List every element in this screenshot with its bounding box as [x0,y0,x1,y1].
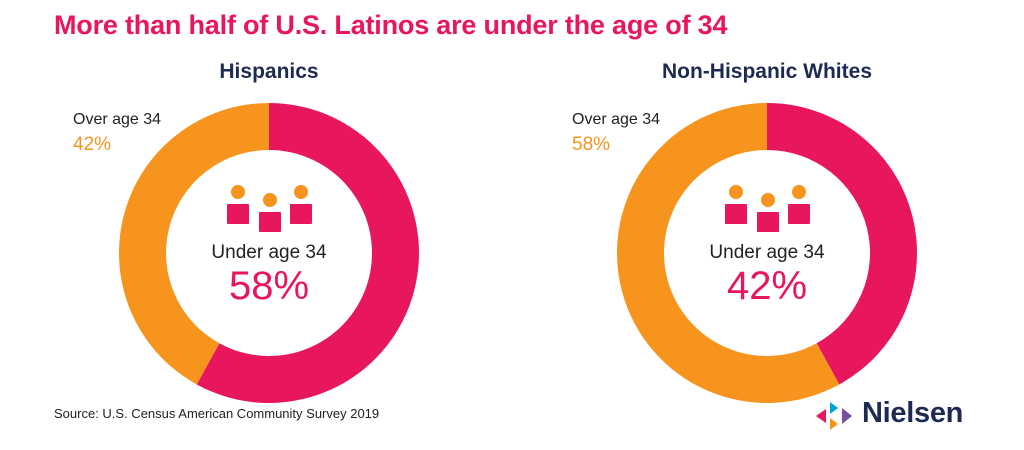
donut-chart-non-hispanic-whites [617,103,917,403]
people-icon [725,185,810,232]
source-note: Source: U.S. Census American Community S… [54,406,380,421]
people-icon [227,185,312,232]
donut-chart-hispanics [119,103,419,403]
under-age-value: 58% [228,264,310,308]
slice-over-age-34 [119,103,269,385]
slice-under-age-34 [196,103,419,403]
over-age-label: Over age 34 [572,111,661,128]
under-age-label: Under age 34 [211,242,327,263]
over-age-value: 58% [572,134,611,155]
page-title: More than half of U.S. Latinos are under… [54,10,728,40]
over-age-label: Over age 34 [73,111,162,128]
chart-title-non-hispanic-whites: Non-Hispanic Whites [661,60,872,83]
nielsen-logo-icon [816,402,852,430]
under-age-value: 42% [726,264,808,308]
over-age-value: 42% [73,134,112,155]
chart-title-hispanics: Hispanics [219,60,319,83]
under-age-label: Under age 34 [709,242,825,263]
slice-over-age-34 [617,103,840,403]
slice-under-age-34 [767,103,917,385]
nielsen-logo-text: Nielsen [862,397,964,429]
